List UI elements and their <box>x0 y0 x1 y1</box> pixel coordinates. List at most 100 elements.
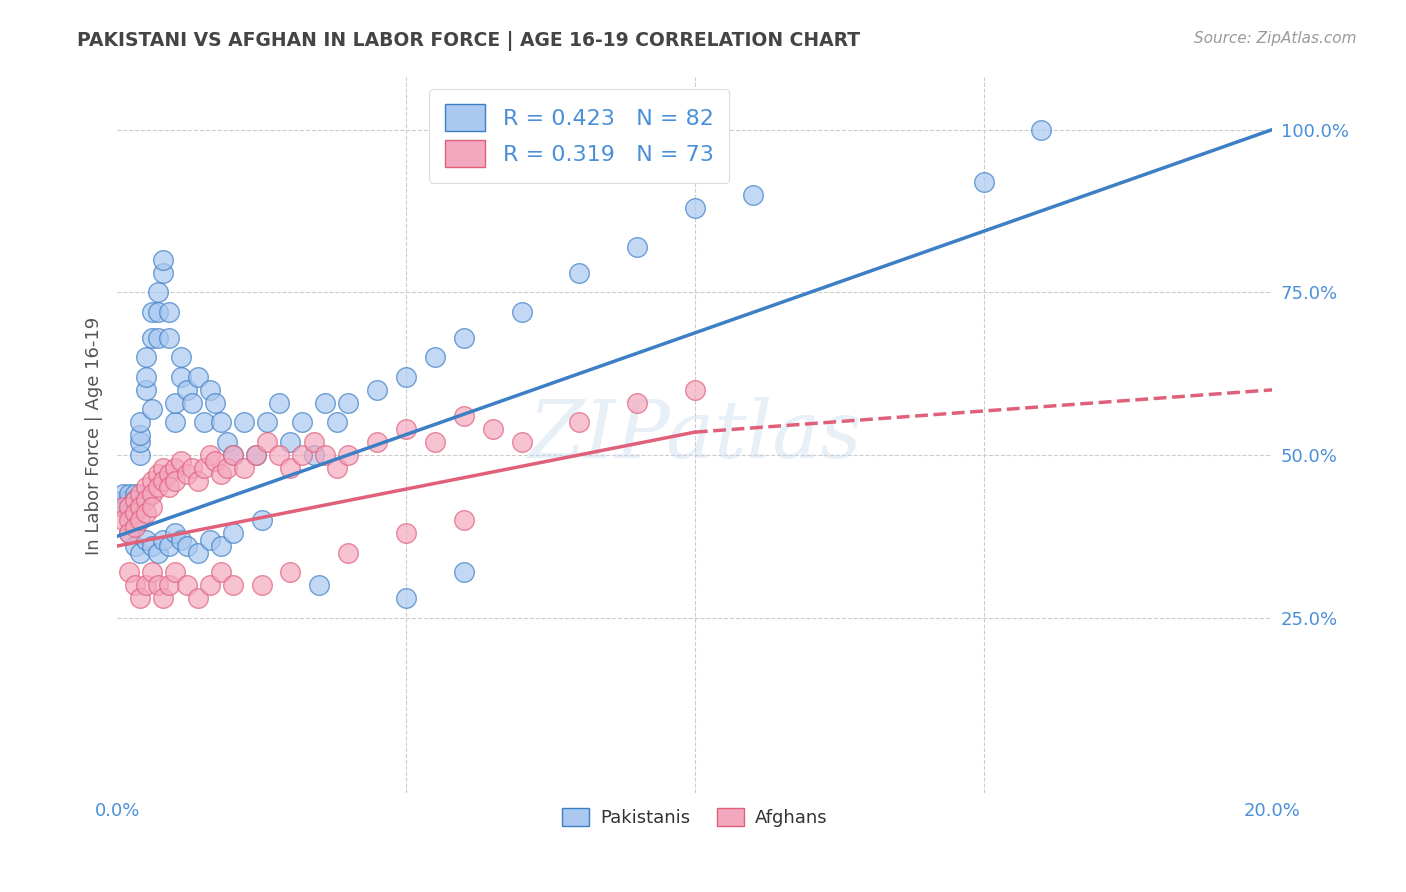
Point <box>118 565 141 579</box>
Point <box>256 434 278 449</box>
Point <box>250 513 273 527</box>
Legend: Pakistanis, Afghans: Pakistanis, Afghans <box>555 801 835 834</box>
Point <box>325 416 347 430</box>
Point <box>337 448 360 462</box>
Point <box>366 383 388 397</box>
Point <box>233 461 256 475</box>
Point <box>198 578 221 592</box>
Text: Source: ZipAtlas.com: Source: ZipAtlas.com <box>1194 31 1357 46</box>
Point <box>135 493 157 508</box>
Point <box>245 448 267 462</box>
Point <box>280 461 302 475</box>
Point <box>741 187 763 202</box>
Point <box>453 409 475 423</box>
Point <box>152 591 174 606</box>
Point <box>141 402 163 417</box>
Point <box>129 448 152 462</box>
Point <box>124 493 146 508</box>
Point <box>187 369 209 384</box>
Point <box>256 416 278 430</box>
Point <box>267 396 290 410</box>
Point <box>135 507 157 521</box>
Point <box>118 513 141 527</box>
Point <box>209 565 232 579</box>
Point <box>141 539 163 553</box>
Point <box>568 266 591 280</box>
Point <box>129 591 152 606</box>
Point <box>176 539 198 553</box>
Point <box>163 461 186 475</box>
Point <box>510 304 533 318</box>
Point <box>141 565 163 579</box>
Point <box>124 507 146 521</box>
Point <box>366 434 388 449</box>
Point <box>124 493 146 508</box>
Text: ZIPatlas: ZIPatlas <box>529 397 862 475</box>
Point <box>176 383 198 397</box>
Point <box>152 266 174 280</box>
Point <box>129 487 152 501</box>
Point <box>157 304 180 318</box>
Point <box>337 545 360 559</box>
Point <box>481 422 503 436</box>
Point <box>314 396 336 410</box>
Point <box>193 461 215 475</box>
Point <box>157 331 180 345</box>
Point <box>111 500 134 514</box>
Point <box>204 396 226 410</box>
Point <box>170 454 193 468</box>
Point <box>198 448 221 462</box>
Point <box>1031 122 1053 136</box>
Point <box>157 467 180 482</box>
Point <box>683 201 706 215</box>
Point <box>124 578 146 592</box>
Point <box>453 565 475 579</box>
Point <box>395 526 418 541</box>
Point <box>170 351 193 365</box>
Point <box>204 454 226 468</box>
Point <box>163 565 186 579</box>
Point <box>135 480 157 494</box>
Point <box>302 434 325 449</box>
Point <box>124 507 146 521</box>
Point <box>215 434 238 449</box>
Point <box>146 467 169 482</box>
Point <box>453 513 475 527</box>
Point <box>152 474 174 488</box>
Point <box>626 240 648 254</box>
Point <box>124 539 146 553</box>
Point <box>111 513 134 527</box>
Point <box>222 448 245 462</box>
Point <box>233 416 256 430</box>
Point <box>118 487 141 501</box>
Point <box>111 493 134 508</box>
Point <box>187 591 209 606</box>
Point <box>193 416 215 430</box>
Point <box>302 448 325 462</box>
Point <box>683 383 706 397</box>
Point <box>146 545 169 559</box>
Point <box>198 533 221 547</box>
Point <box>291 416 314 430</box>
Point <box>245 448 267 462</box>
Point <box>157 539 180 553</box>
Point <box>337 396 360 410</box>
Point <box>135 369 157 384</box>
Point <box>135 383 157 397</box>
Point <box>626 396 648 410</box>
Point <box>118 500 141 514</box>
Point <box>267 448 290 462</box>
Point <box>146 480 169 494</box>
Point <box>187 545 209 559</box>
Point <box>118 493 141 508</box>
Point <box>135 533 157 547</box>
Point <box>291 448 314 462</box>
Point <box>314 448 336 462</box>
Point <box>152 461 174 475</box>
Point <box>118 526 141 541</box>
Point <box>146 304 169 318</box>
Point <box>124 519 146 533</box>
Point <box>163 396 186 410</box>
Point <box>568 416 591 430</box>
Point <box>129 500 152 514</box>
